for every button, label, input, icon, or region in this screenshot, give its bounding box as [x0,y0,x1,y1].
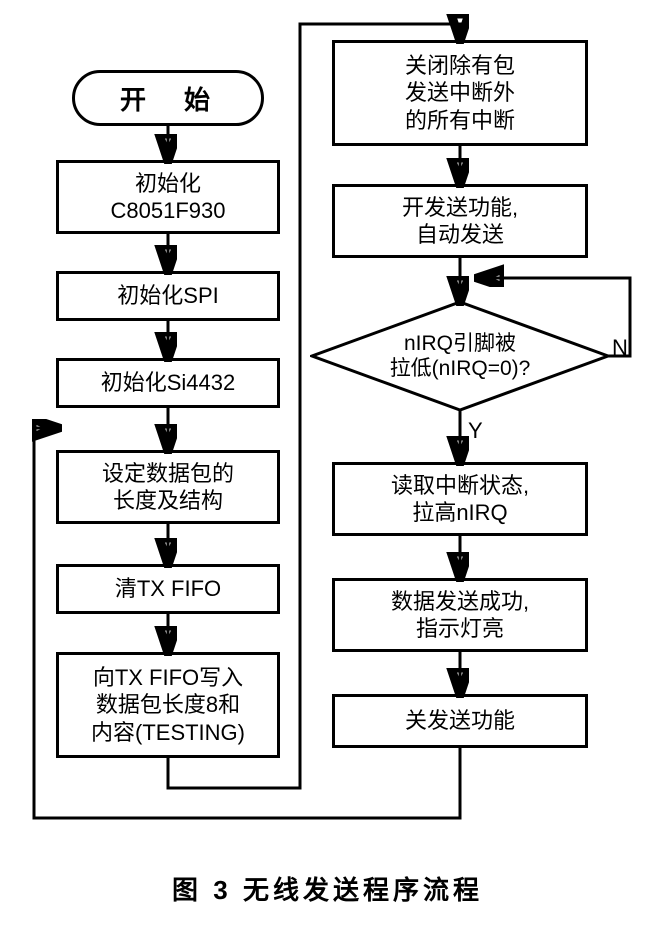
node-n1: 初始化 C8051F930 [56,160,280,234]
node-n4: 设定数据包的 长度及结构 [56,450,280,524]
node-n2: 初始化SPI [56,271,280,321]
node-n10: 数据发送成功, 指示灯亮 [332,578,588,652]
node-n5: 清TX FIFO [56,564,280,614]
node-n4-label: 设定数据包的 长度及结构 [102,460,234,515]
node-n9-label: 读取中断状态, 拉高nIRQ [391,472,529,527]
node-n1-label: 初始化 C8051F930 [111,170,226,225]
flowchart-canvas: 开 始 初始化 C8051F930 初始化SPI 初始化Si4432 设定数据包… [0,0,655,951]
node-d1: nIRQ引脚被 拉低(nIRQ=0)? [310,300,610,412]
label-yes: Y [468,418,483,444]
figure-caption: 图 3 无线发送程序流程 [60,870,595,907]
node-n6-label: 向TX FIFO写入 数据包长度8和 内容(TESTING) [91,664,245,747]
node-n11: 关发送功能 [332,694,588,748]
node-n8: 开发送功能, 自动发送 [332,184,588,258]
node-n5-label: 清TX FIFO [115,575,221,603]
node-n3: 初始化Si4432 [56,358,280,408]
node-n11-label: 关发送功能 [405,707,515,735]
figure-caption-text: 图 3 无线发送程序流程 [172,875,483,905]
node-n3-label: 初始化Si4432 [101,369,236,397]
node-n10-label: 数据发送成功, 指示灯亮 [391,588,529,643]
node-n7: 关闭除有包 发送中断外 的所有中断 [332,40,588,146]
label-no-text: N [612,335,628,360]
node-start: 开 始 [72,70,264,126]
node-n6: 向TX FIFO写入 数据包长度8和 内容(TESTING) [56,652,280,758]
node-n7-label: 关闭除有包 发送中断外 的所有中断 [405,52,515,135]
node-n2-label: 初始化SPI [117,282,218,310]
label-no: N [612,335,628,361]
label-yes-text: Y [468,418,483,443]
node-n8-label: 开发送功能, 自动发送 [402,194,518,249]
node-n9: 读取中断状态, 拉高nIRQ [332,462,588,536]
node-start-label: 开 始 [120,80,216,117]
node-d1-label: nIRQ引脚被 拉低(nIRQ=0)? [390,332,531,380]
